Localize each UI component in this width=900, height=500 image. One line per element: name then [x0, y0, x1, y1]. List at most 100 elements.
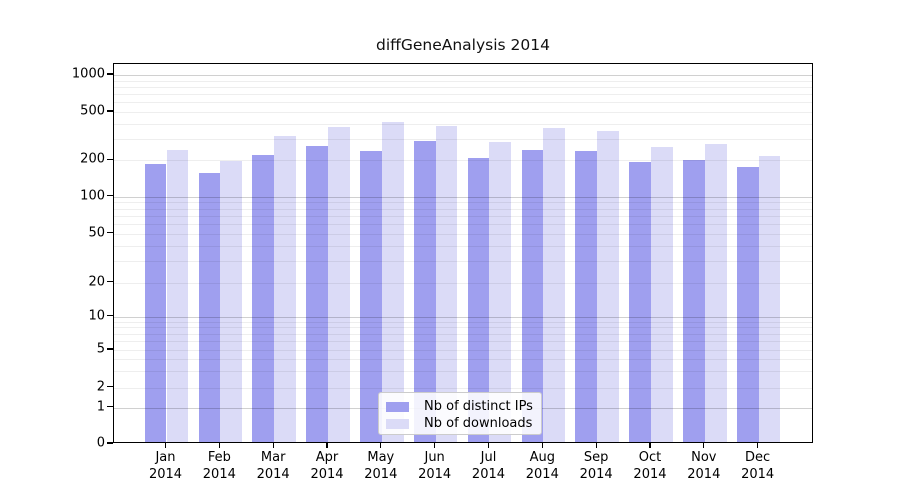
legend: Nb of distinct IPs Nb of downloads [378, 392, 542, 435]
bar-downloads-dec [758, 156, 781, 442]
y-tick-mark [107, 195, 113, 197]
gridline [114, 196, 812, 198]
y-tick-mark [107, 281, 113, 283]
x-tick-label-jan: Jan 2014 [148, 450, 183, 482]
x-tick-mark [434, 443, 436, 448]
bar-ips-mar [252, 154, 275, 442]
gridline [114, 80, 812, 82]
bar-downloads-may [381, 121, 404, 442]
bar-ips-nov [683, 159, 705, 442]
bar-ips-sep [575, 150, 598, 442]
x-tick-mark [380, 443, 382, 448]
gridline [114, 123, 812, 125]
bar-ips-may [360, 150, 382, 442]
y-tick-label: 10 [88, 308, 105, 324]
gridline [114, 359, 812, 361]
gridline [114, 282, 812, 284]
y-tick-label: 2 [96, 379, 105, 395]
x-tick-label-aug: Aug 2014 [525, 450, 559, 482]
y-tick-label: 5 [96, 341, 105, 357]
gridline [114, 350, 812, 351]
y-tick-mark [107, 315, 113, 317]
x-tick-label-jun: Jun 2014 [418, 450, 452, 482]
x-tick-label-feb: Feb 2014 [202, 450, 236, 482]
x-tick-label-mar: Mar 2014 [256, 450, 290, 482]
y-tick-label: 20 [88, 274, 105, 290]
legend-label: Nb of distinct IPs [424, 399, 533, 414]
x-tick-mark [595, 443, 597, 448]
gridline [114, 327, 812, 329]
gridline [114, 387, 812, 389]
x-tick-mark [218, 443, 220, 448]
x-tick-label-dec: Dec 2014 [741, 450, 775, 482]
y-tick-mark [107, 110, 113, 112]
bar-downloads-jun [435, 126, 458, 442]
x-tick-mark [541, 443, 543, 448]
gridline [114, 202, 812, 204]
x-tick-mark [487, 443, 490, 448]
x-tick-label-oct: Oct 2014 [633, 450, 667, 482]
x-tick-mark [272, 443, 274, 448]
bar-ips-aug [521, 150, 544, 442]
gridline [114, 321, 812, 323]
gridline [114, 245, 812, 247]
y-tick-mark [107, 73, 113, 75]
bar-downloads-jan [166, 149, 189, 442]
x-tick-mark [703, 443, 705, 448]
y-tick-mark [107, 158, 113, 160]
y-tick-mark [107, 406, 113, 408]
legend-item: Nb of distinct IPs [386, 398, 535, 415]
y-tick-mark [107, 348, 113, 350]
gridline [114, 341, 812, 343]
gridline [114, 208, 812, 210]
gridline [114, 138, 812, 140]
gridline [114, 333, 812, 335]
y-tick-label: 50 [88, 225, 105, 241]
bar-ips-apr [306, 145, 328, 442]
bar-downloads-jul [489, 142, 512, 442]
gridline [114, 223, 812, 225]
y-tick-mark [107, 232, 113, 234]
y-tick-label: 200 [80, 151, 105, 167]
bar-downloads-aug [543, 128, 566, 442]
bar-ips-jun [413, 140, 436, 442]
y-tick-mark [107, 386, 113, 388]
gridline [114, 75, 812, 76]
bar-downloads-feb [220, 161, 243, 442]
gridline [114, 160, 812, 162]
x-tick-mark [649, 443, 651, 448]
x-tick-label-apr: Apr 2014 [310, 450, 344, 482]
x-tick-label-sep: Sep 2014 [579, 450, 613, 482]
gridline [114, 94, 812, 96]
bar-ips-feb [198, 173, 221, 442]
gridline [114, 112, 812, 113]
bar-ips-dec [736, 167, 759, 442]
y-tick-label: 1 [96, 399, 105, 415]
gridline [114, 261, 812, 263]
gridline [114, 102, 812, 104]
chart-title: diffGeneAnalysis 2014 [376, 36, 550, 54]
bar-downloads-mar [274, 135, 296, 442]
y-tick-label: 100 [80, 188, 105, 204]
bar-downloads-nov [704, 144, 727, 442]
x-tick-mark [757, 443, 759, 448]
x-tick-label-nov: Nov 2014 [687, 450, 721, 482]
legend-swatch-downloads [386, 418, 409, 429]
x-tick-label-jul: Jul 2014 [471, 450, 506, 482]
legend-swatch-distinct-ips [386, 401, 409, 412]
y-tick-mark [107, 442, 113, 444]
gridline [114, 371, 812, 373]
bar-ips-jan [144, 163, 167, 442]
y-tick-label: 0 [96, 435, 105, 451]
bar-ips-oct [629, 161, 651, 442]
gridline [114, 215, 812, 217]
x-tick-label-may: May 2014 [364, 450, 398, 482]
bar-downloads-sep [597, 131, 619, 442]
y-tick-label: 500 [80, 103, 105, 119]
gridline [114, 233, 812, 235]
legend-item: Nb of downloads [386, 415, 535, 432]
legend-label: Nb of downloads [424, 416, 533, 431]
bar-ips-jul [467, 158, 490, 442]
bar-downloads-oct [650, 147, 673, 442]
